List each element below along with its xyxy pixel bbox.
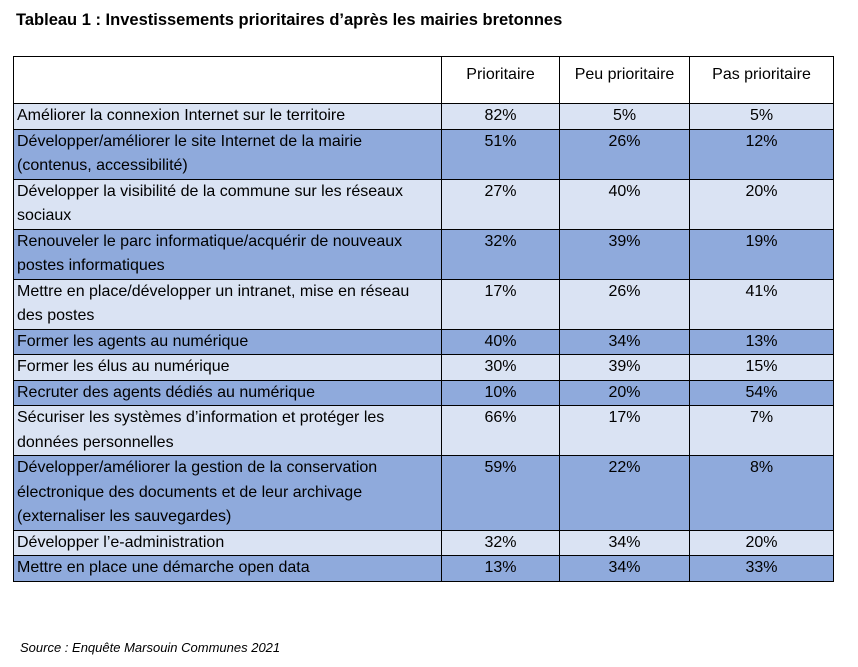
value-peu-prioritaire: 26%	[559, 278, 690, 330]
header-peu-prioritaire: Peu prioritaire	[559, 56, 690, 104]
table-row: Renouveler le parc informatique/acquérir…	[13, 228, 834, 280]
table-row: Développer la visibilité de la commune s…	[13, 178, 834, 230]
row-label: Renouveler le parc informatique/acquérir…	[13, 228, 442, 280]
row-label: Recruter des agents dédiés au numérique	[13, 379, 442, 406]
value-prioritaire: 27%	[441, 178, 560, 230]
value-prioritaire: 40%	[441, 328, 560, 355]
value-prioritaire: 59%	[441, 455, 560, 531]
value-prioritaire: 13%	[441, 555, 560, 582]
value-pas-prioritaire: 5%	[689, 103, 834, 130]
value-peu-prioritaire: 17%	[559, 405, 690, 456]
row-label: Développer la visibilité de la commune s…	[13, 178, 442, 230]
value-pas-prioritaire: 20%	[689, 178, 834, 230]
table-row: Développer/améliorer la gestion de la co…	[13, 455, 834, 531]
value-pas-prioritaire: 8%	[689, 455, 834, 531]
header-pas-prioritaire: Pas prioritaire	[689, 56, 834, 104]
row-label: Développer/améliorer la gestion de la co…	[13, 455, 442, 531]
value-peu-prioritaire: 20%	[559, 379, 690, 406]
table-row: Développer/améliorer le site Internet de…	[13, 128, 834, 180]
value-prioritaire: 32%	[441, 228, 560, 280]
table-row: Sécuriser les systèmes d’information et …	[13, 405, 834, 456]
value-pas-prioritaire: 54%	[689, 379, 834, 406]
row-label: Améliorer la connexion Internet sur le t…	[13, 103, 442, 130]
table-header-row: Prioritaire Peu prioritaire Pas priorita…	[13, 56, 834, 104]
value-prioritaire: 10%	[441, 379, 560, 406]
value-peu-prioritaire: 26%	[559, 128, 690, 180]
value-peu-prioritaire: 40%	[559, 178, 690, 230]
value-prioritaire: 30%	[441, 354, 560, 381]
value-peu-prioritaire: 39%	[559, 354, 690, 381]
value-peu-prioritaire: 34%	[559, 529, 690, 556]
value-pas-prioritaire: 41%	[689, 278, 834, 330]
investments-table: Prioritaire Peu prioritaire Pas priorita…	[13, 56, 834, 582]
value-pas-prioritaire: 13%	[689, 328, 834, 355]
row-label: Former les élus au numérique	[13, 354, 442, 381]
source-note: Source : Enquête Marsouin Communes 2021	[20, 640, 281, 655]
value-pas-prioritaire: 15%	[689, 354, 834, 381]
header-cell-empty	[13, 56, 442, 104]
value-peu-prioritaire: 39%	[559, 228, 690, 280]
row-label: Mettre en place/développer un intranet, …	[13, 278, 442, 330]
value-pas-prioritaire: 19%	[689, 228, 834, 280]
value-pas-prioritaire: 33%	[689, 555, 834, 582]
row-label: Mettre en place une démarche open data	[13, 555, 442, 582]
header-prioritaire: Prioritaire	[441, 56, 560, 104]
table-row: Mettre en place une démarche open data 13…	[13, 555, 834, 582]
row-label: Sécuriser les systèmes d’information et …	[13, 405, 442, 456]
table-row: Former les élus au numérique 30% 39% 15%	[13, 354, 834, 381]
value-pas-prioritaire: 7%	[689, 405, 834, 456]
value-peu-prioritaire: 5%	[559, 103, 690, 130]
table-title: Tableau 1 : Investissements prioritaires…	[16, 11, 563, 29]
row-label: Développer/améliorer le site Internet de…	[13, 128, 442, 180]
value-peu-prioritaire: 22%	[559, 455, 690, 531]
table-row: Mettre en place/développer un intranet, …	[13, 278, 834, 330]
table-body: Améliorer la connexion Internet sur le t…	[13, 103, 834, 582]
table-row: Développer l’e-administration 32% 34% 20%	[13, 529, 834, 556]
value-pas-prioritaire: 12%	[689, 128, 834, 180]
value-prioritaire: 32%	[441, 529, 560, 556]
value-prioritaire: 82%	[441, 103, 560, 130]
row-label: Développer l’e-administration	[13, 529, 442, 556]
value-prioritaire: 17%	[441, 278, 560, 330]
table-row: Améliorer la connexion Internet sur le t…	[13, 103, 834, 130]
value-pas-prioritaire: 20%	[689, 529, 834, 556]
value-peu-prioritaire: 34%	[559, 328, 690, 355]
value-prioritaire: 51%	[441, 128, 560, 180]
row-label: Former les agents au numérique	[13, 328, 442, 355]
value-prioritaire: 66%	[441, 405, 560, 456]
table-row: Former les agents au numérique 40% 34% 13%	[13, 328, 834, 355]
table-row: Recruter des agents dédiés au numérique 1…	[13, 379, 834, 406]
value-peu-prioritaire: 34%	[559, 555, 690, 582]
